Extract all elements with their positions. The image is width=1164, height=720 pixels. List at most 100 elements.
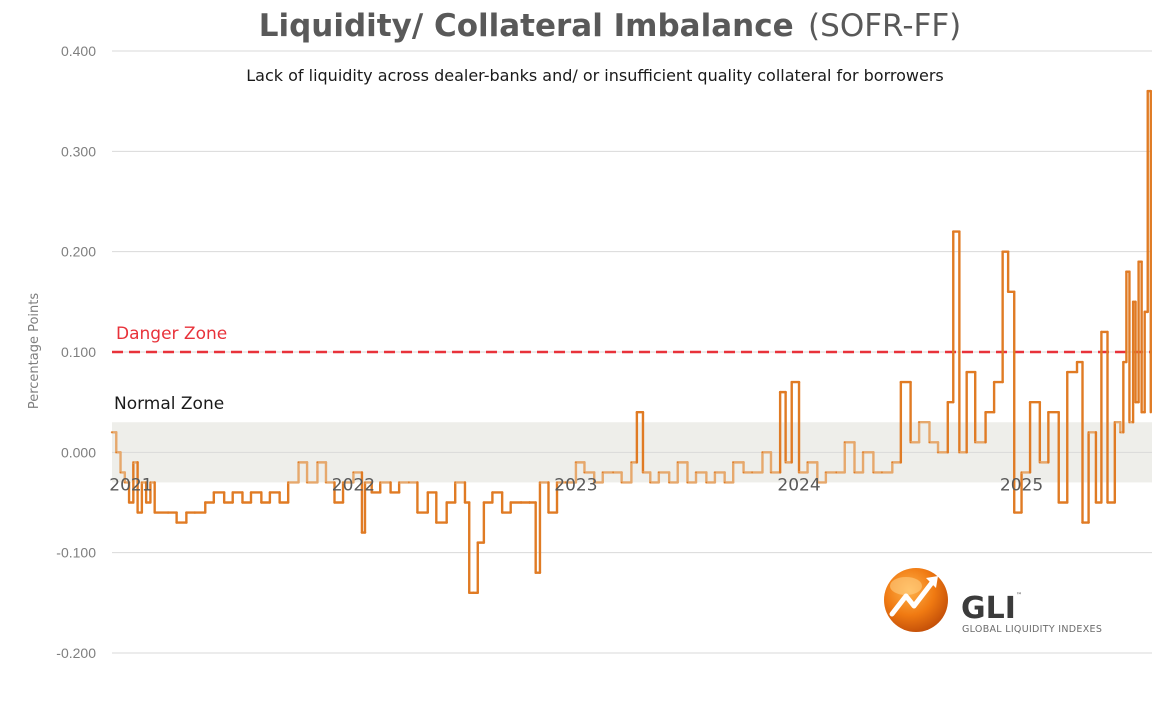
data-point [1137, 260, 1140, 263]
data-point [705, 481, 708, 484]
data-point [111, 431, 113, 434]
data-point [937, 451, 939, 454]
data-point [136, 511, 139, 514]
data-point [974, 441, 977, 444]
data-point [547, 511, 550, 514]
data-point [472, 592, 475, 594]
data-point [891, 461, 894, 464]
x-tick-label: 2023 [554, 475, 597, 495]
data-point [1095, 501, 1097, 504]
data-point [761, 451, 764, 454]
data-point [1100, 331, 1103, 333]
data-point [779, 391, 781, 393]
data-point [361, 531, 363, 534]
data-point [714, 471, 716, 474]
data-point [115, 451, 118, 454]
data-point [862, 451, 864, 454]
data-point [770, 471, 772, 474]
y-tick-label: 0.200 [61, 244, 96, 260]
data-point [1119, 431, 1122, 434]
data-point [1066, 371, 1069, 373]
gli-logo-name: GLI [961, 591, 1016, 626]
data-point [379, 481, 382, 484]
data-point [1128, 421, 1131, 424]
data-point [984, 411, 987, 414]
data-point [408, 481, 410, 484]
data-point [1149, 411, 1152, 414]
data-point [278, 501, 281, 504]
normal-zone-label: Normal Zone [114, 394, 224, 414]
x-tick-label: 2025 [1000, 475, 1043, 495]
data-point [435, 521, 438, 524]
data-point [476, 541, 479, 544]
y-axis-ticks: 0.400 0.300 0.200 0.100 0.000 -0.100 -0.200 [56, 43, 96, 661]
data-point [213, 491, 215, 494]
data-point [1013, 511, 1016, 514]
data-point [853, 471, 856, 474]
data-point [370, 491, 373, 494]
y-tick-label: 0.100 [61, 344, 96, 360]
data-point [352, 471, 355, 474]
data-point [1029, 401, 1031, 403]
data-point [1001, 250, 1004, 253]
data-point [601, 471, 604, 474]
data-point [668, 481, 670, 484]
data-point [946, 401, 949, 403]
data-point [167, 511, 169, 514]
data-point [1007, 291, 1009, 293]
data-point [145, 501, 147, 504]
gli-logo-tagline: GLOBAL LIQUIDITY INDEXES [962, 624, 1102, 635]
data-point [454, 481, 457, 484]
data-point [958, 451, 961, 454]
data-point [806, 461, 809, 464]
data-point [185, 511, 188, 514]
data-point [231, 491, 234, 494]
data-point [649, 481, 652, 484]
data-point [872, 471, 875, 474]
gli-logo: GLI ™ GLOBAL LIQUIDITY INDEXES [884, 568, 1102, 635]
data-point [1076, 361, 1078, 363]
y-tick-label: 0.400 [61, 43, 96, 59]
data-point [416, 511, 419, 514]
data-point [316, 461, 319, 464]
data-point [445, 501, 448, 504]
data-point [175, 521, 178, 524]
data-point [620, 481, 623, 484]
data-point [483, 501, 485, 504]
data-point [119, 471, 122, 474]
data-point [520, 501, 522, 504]
data-point [742, 471, 745, 474]
data-point [1087, 431, 1090, 434]
data-point [900, 381, 902, 383]
data-point [1114, 421, 1116, 424]
data-point [881, 471, 883, 474]
gli-logo-arrow-head [926, 576, 938, 588]
data-point [250, 491, 252, 494]
data-point [194, 511, 196, 514]
data-point [790, 381, 793, 383]
data-point [1106, 501, 1109, 504]
data-point [1039, 461, 1041, 464]
data-point [928, 441, 931, 444]
gli-logo-arrow-icon [889, 577, 937, 617]
data-point [389, 491, 392, 494]
x-tick-label: 2021 [109, 475, 152, 495]
data-point [306, 481, 308, 484]
data-point [1047, 411, 1050, 414]
data-point [909, 441, 912, 444]
data-point [124, 481, 126, 484]
data-point [816, 481, 819, 484]
data-point [965, 371, 968, 373]
chart-title-suffix: (SOFR-FF) [808, 8, 961, 44]
data-point [1146, 90, 1149, 92]
x-axis-ticks: 2021 2022 2023 2024 2025 [109, 475, 1043, 495]
data-point [583, 471, 586, 474]
data-point [1132, 301, 1134, 303]
data-point [1020, 471, 1023, 474]
data-point [658, 471, 660, 474]
danger-zone-label: Danger Zone [116, 324, 227, 344]
data-point [556, 481, 558, 484]
data-point [843, 441, 846, 444]
data-point [564, 481, 567, 484]
